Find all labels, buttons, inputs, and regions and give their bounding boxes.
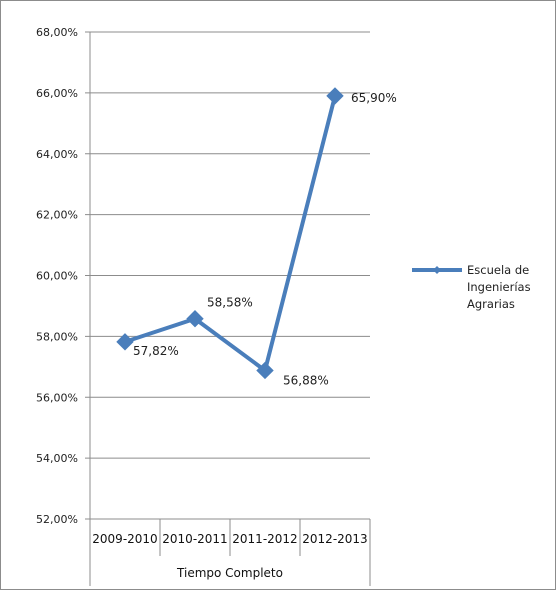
legend-marker bbox=[433, 266, 441, 274]
series-line-path bbox=[123, 93, 337, 373]
y-tick-label: 60,00% bbox=[36, 270, 78, 283]
y-tick-labels: 52,00% 54,00% 56,00% 58,00% 60,00% 62,00% 64,0… bbox=[36, 26, 78, 526]
data-point-marker bbox=[116, 333, 134, 351]
data-point-marker bbox=[186, 310, 204, 328]
data-label: 56,88% bbox=[283, 373, 329, 387]
data-label: 65,90% bbox=[351, 91, 397, 105]
y-tick-label: 66,00% bbox=[36, 87, 78, 100]
y-tick-label: 52,00% bbox=[36, 513, 78, 526]
data-point-marker bbox=[326, 87, 344, 105]
legend-label: Escuela de Ingenierías Agrarias bbox=[467, 263, 531, 311]
series-markers bbox=[116, 87, 344, 380]
data-label: 58,58% bbox=[207, 296, 253, 310]
y-tick-label: 54,00% bbox=[36, 452, 78, 465]
data-point-marker bbox=[256, 361, 274, 380]
y-tick-label: 68,00% bbox=[36, 26, 78, 39]
y-tick-label: 56,00% bbox=[36, 391, 78, 404]
gridlines bbox=[85, 31, 370, 520]
x-group-label: Tiempo Completo bbox=[176, 566, 283, 580]
y-tick-label: 64,00% bbox=[36, 148, 78, 161]
series-line bbox=[123, 93, 337, 373]
data-labels: 57,82% 58,58% 56,88% 65,90% bbox=[133, 91, 397, 388]
y-tick-label: 62,00% bbox=[36, 209, 78, 222]
x-category-label: 2011-2012 bbox=[232, 532, 297, 546]
x-category-labels: 2009-2010 2010-2011 2011-2012 2012-2013 bbox=[92, 532, 367, 546]
y-tick-label: 58,00% bbox=[36, 330, 78, 343]
x-category-label: 2010-2011 bbox=[162, 532, 227, 546]
legend: Escuela de Ingenierías Agrarias bbox=[412, 263, 531, 311]
x-category-label: 2009-2010 bbox=[92, 532, 157, 546]
data-label: 57,82% bbox=[133, 344, 179, 358]
x-category-label: 2012-2013 bbox=[302, 532, 367, 546]
axes bbox=[89, 32, 371, 586]
